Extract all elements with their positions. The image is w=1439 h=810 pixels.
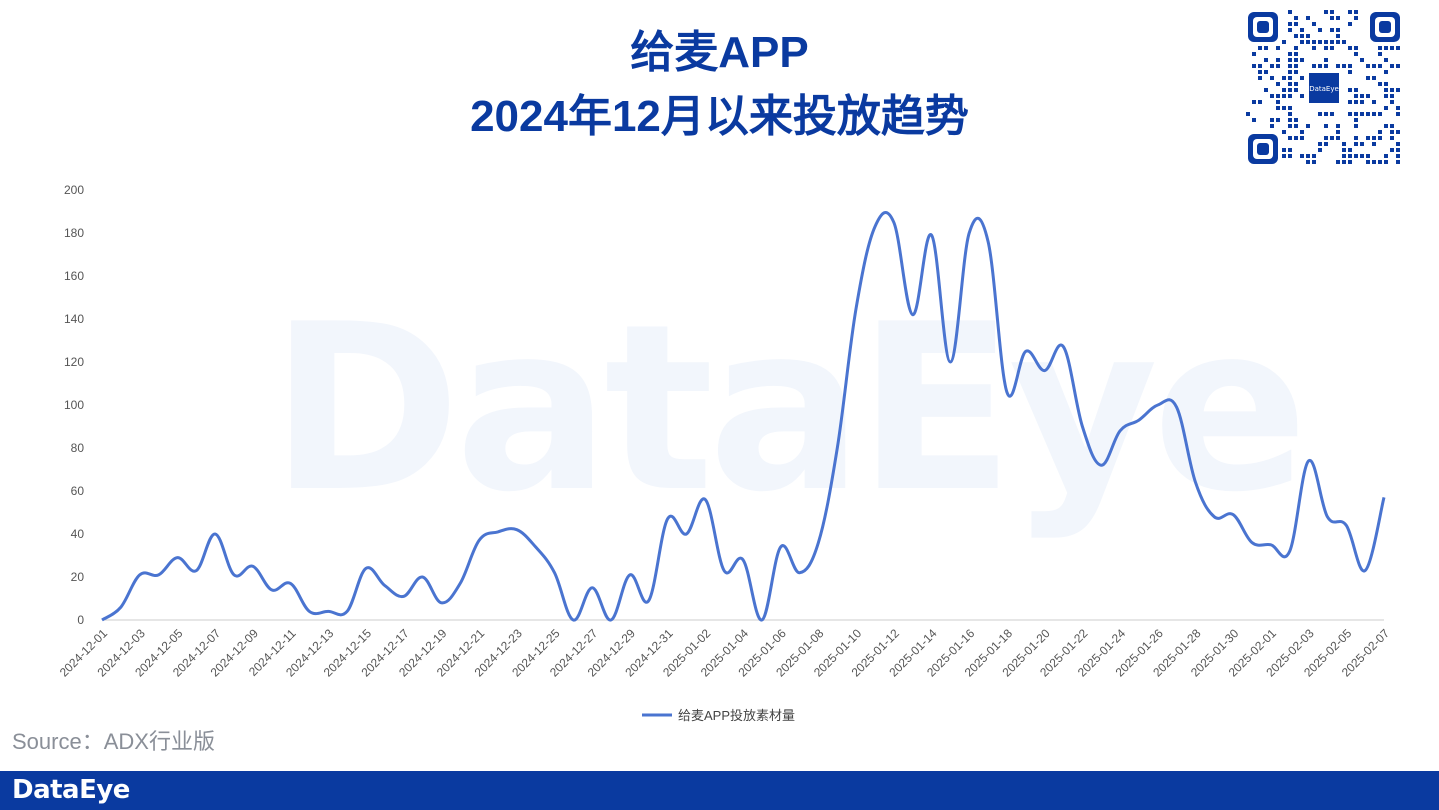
data-point: [138, 573, 142, 577]
data-point: [270, 588, 274, 592]
y-tick-label: 120: [64, 355, 84, 369]
data-point: [647, 599, 651, 603]
data-point: [458, 581, 462, 585]
data-point: [892, 220, 896, 224]
data-point: [1005, 390, 1009, 394]
data-point: [251, 564, 255, 568]
data-point: [609, 618, 613, 622]
data-point: [307, 609, 311, 613]
data-point: [1269, 543, 1273, 547]
legend: 给麦APP投放素材量: [642, 708, 795, 723]
data-point: [1080, 425, 1084, 429]
y-tick-label: 20: [71, 570, 85, 584]
y-tick-label: 160: [64, 269, 84, 283]
data-point: [741, 558, 745, 562]
title-line-1: 给麦APP: [630, 28, 809, 77]
data-point: [571, 618, 575, 622]
legend-label: 给麦APP投放素材量: [678, 708, 795, 723]
data-point: [383, 584, 387, 588]
footer-bar: DataEye: [0, 771, 1439, 810]
data-point: [873, 225, 877, 229]
x-axis: 2024-12-012024-12-032024-12-052024-12-07…: [57, 626, 1393, 680]
data-point: [1193, 480, 1197, 484]
data-point: [1024, 349, 1028, 353]
line-chart: 0 20 40 60 80 100 120 140 160 180 200 2024-12-0120…: [57, 183, 1393, 723]
y-axis: 0 20 40 60 80 100 120 140 160 180 200: [64, 183, 84, 627]
source-note: Source：ADX行业版: [12, 729, 215, 754]
data-point: [816, 541, 820, 545]
title-line-2: 2024年12月以来投放趋势: [470, 92, 969, 141]
data-point: [534, 545, 538, 549]
y-tick-label: 100: [64, 398, 84, 412]
data-point: [496, 530, 500, 534]
data-point: [289, 581, 293, 585]
data-point: [194, 569, 198, 573]
data-point: [1344, 523, 1348, 527]
data-point: [1212, 515, 1216, 519]
y-tick-label: 60: [71, 484, 85, 498]
data-point: [213, 532, 217, 536]
data-point: [402, 594, 406, 598]
series-line: [101, 211, 1386, 622]
data-point: [948, 360, 952, 364]
data-point: [666, 517, 670, 521]
data-point: [552, 571, 556, 575]
data-point: [1043, 369, 1047, 373]
data-point: [439, 601, 443, 605]
data-point: [590, 586, 594, 590]
data-point: [1062, 345, 1066, 349]
data-point: [684, 532, 688, 536]
data-point: [1363, 569, 1367, 573]
data-point: [835, 446, 839, 450]
data-point: [1118, 429, 1122, 433]
data-point: [1250, 541, 1254, 545]
data-point: [722, 569, 726, 573]
data-point: [798, 571, 802, 575]
watermark: DataEye: [270, 276, 1308, 543]
y-tick-label: 0: [77, 613, 84, 627]
data-point: [779, 545, 783, 549]
data-point: [911, 313, 915, 317]
data-point: [515, 528, 519, 532]
data-point: [421, 575, 425, 579]
footer-logo: DataEye: [12, 775, 130, 805]
data-point: [703, 498, 707, 502]
data-point: [100, 618, 104, 622]
data-point: [986, 240, 990, 244]
data-point: [1137, 418, 1141, 422]
data-point: [345, 609, 349, 613]
data-point: [930, 233, 934, 237]
data-point: [1382, 495, 1386, 499]
y-tick-label: 180: [64, 226, 84, 240]
data-point: [1231, 513, 1235, 517]
data-point: [477, 538, 481, 542]
qr-code: DataEye: [1246, 10, 1402, 166]
qr-center-label: DataEye: [1309, 85, 1339, 93]
data-point: [854, 306, 858, 310]
data-point: [1288, 549, 1292, 553]
data-point: [175, 556, 179, 560]
data-point: [760, 618, 764, 622]
y-tick-label: 140: [64, 312, 84, 326]
data-point: [628, 573, 632, 577]
data-point: [157, 573, 161, 577]
data-point: [1156, 403, 1160, 407]
data-point: [967, 231, 971, 235]
y-tick-label: 80: [71, 441, 85, 455]
data-point: [1325, 515, 1329, 519]
chart-title: 给麦APP 2024年12月以来投放趋势: [0, 24, 1439, 146]
data-point: [1099, 463, 1103, 467]
data-point: [119, 605, 123, 609]
y-tick-label: 200: [64, 183, 84, 197]
data-point: [232, 573, 236, 577]
data-point: [1175, 405, 1179, 409]
y-tick-label: 40: [71, 527, 85, 541]
data-point: [364, 566, 368, 570]
data-point: [1307, 459, 1311, 463]
data-point: [326, 609, 330, 613]
